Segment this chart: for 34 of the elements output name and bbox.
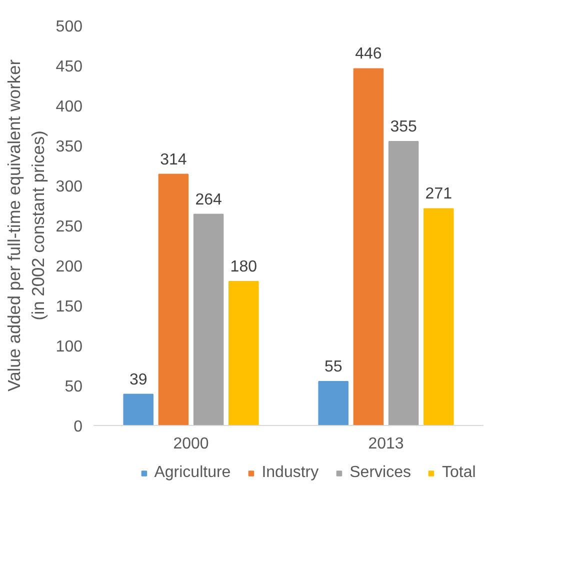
data-label: 180	[230, 258, 258, 276]
bar	[388, 141, 419, 426]
data-label: 264	[195, 191, 222, 208]
x-tick-label: 2000	[173, 436, 209, 452]
y-tick-label: 200	[56, 258, 83, 276]
y-tick-label: 100	[56, 338, 83, 356]
y-tick-label: 400	[56, 98, 83, 116]
y-tick-label: 250	[56, 218, 83, 236]
y-tick-label: 0	[74, 418, 83, 436]
y-tick-label: 450	[56, 58, 83, 76]
data-label: 314	[160, 151, 187, 168]
y-tick-label: 500	[56, 18, 83, 36]
x-tick-label: 2013	[368, 436, 404, 452]
data-label: 446	[355, 46, 382, 63]
legend-label: Agriculture	[154, 464, 231, 482]
data-label: 55	[324, 358, 342, 376]
bar	[353, 68, 384, 426]
data-label: 39	[129, 371, 148, 388]
y-tick-label: 300	[56, 178, 83, 196]
bar	[424, 208, 454, 426]
bar	[318, 381, 348, 426]
bar	[123, 394, 154, 426]
legend-label: Industry	[262, 464, 319, 482]
bar	[228, 281, 259, 426]
bar	[158, 174, 189, 426]
legend-label: Services	[350, 464, 411, 482]
y-axis-title: Value added per full-time equivalent worker (in 2002 constant prices)	[4, 59, 48, 392]
legend-label: Total	[442, 464, 476, 482]
bar	[193, 214, 224, 426]
data-label: 355	[390, 118, 417, 136]
data-label: 271	[425, 186, 452, 203]
y-tick-label: 350	[56, 138, 83, 156]
y-tick-label: 150	[56, 298, 83, 316]
y-tick-label: 50	[64, 378, 83, 396]
